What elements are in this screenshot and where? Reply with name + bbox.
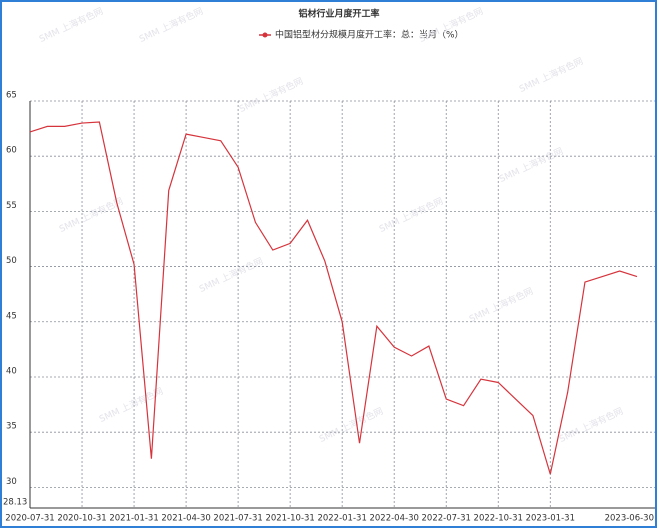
- legend-label: 中国铝型材分规模月度开工率：总：当月（%）: [275, 29, 464, 41]
- x-tick-label: 2023-06-30: [605, 514, 654, 524]
- series-line: [29, 121, 638, 475]
- x-tick-label: 2021-04-30: [161, 514, 210, 524]
- x-tick-label: 2023-01-31: [526, 514, 575, 524]
- x-tick-label: 2021-01-31: [109, 514, 158, 524]
- x-tick-label: 2022-10-31: [474, 514, 523, 524]
- y-tick-label: 35: [6, 422, 17, 432]
- chart-title: 铝材行业月度开工率: [298, 8, 379, 20]
- y-tick-label: 55: [6, 201, 17, 211]
- y-tick-label: 50: [6, 256, 17, 266]
- y-tick-label: 28.13: [3, 498, 27, 508]
- y-tick-label: 30: [6, 477, 17, 487]
- x-tick-label: 2020-07-31: [5, 514, 54, 524]
- x-tick-label: 2022-04-30: [369, 514, 418, 524]
- y-tick-label: 45: [6, 311, 17, 321]
- x-tick-label: 2020-10-31: [57, 514, 106, 524]
- x-tick-label: 2021-10-31: [265, 514, 314, 524]
- x-tick-label: 2022-01-31: [317, 514, 366, 524]
- y-tick-label: 65: [6, 91, 17, 101]
- x-tick-label: 2022-07-31: [422, 514, 471, 524]
- y-tick-label: 40: [6, 366, 17, 376]
- y-tick-label: 60: [6, 146, 17, 156]
- legend-marker: [262, 32, 268, 38]
- x-tick-label: 2021-07-31: [213, 514, 262, 524]
